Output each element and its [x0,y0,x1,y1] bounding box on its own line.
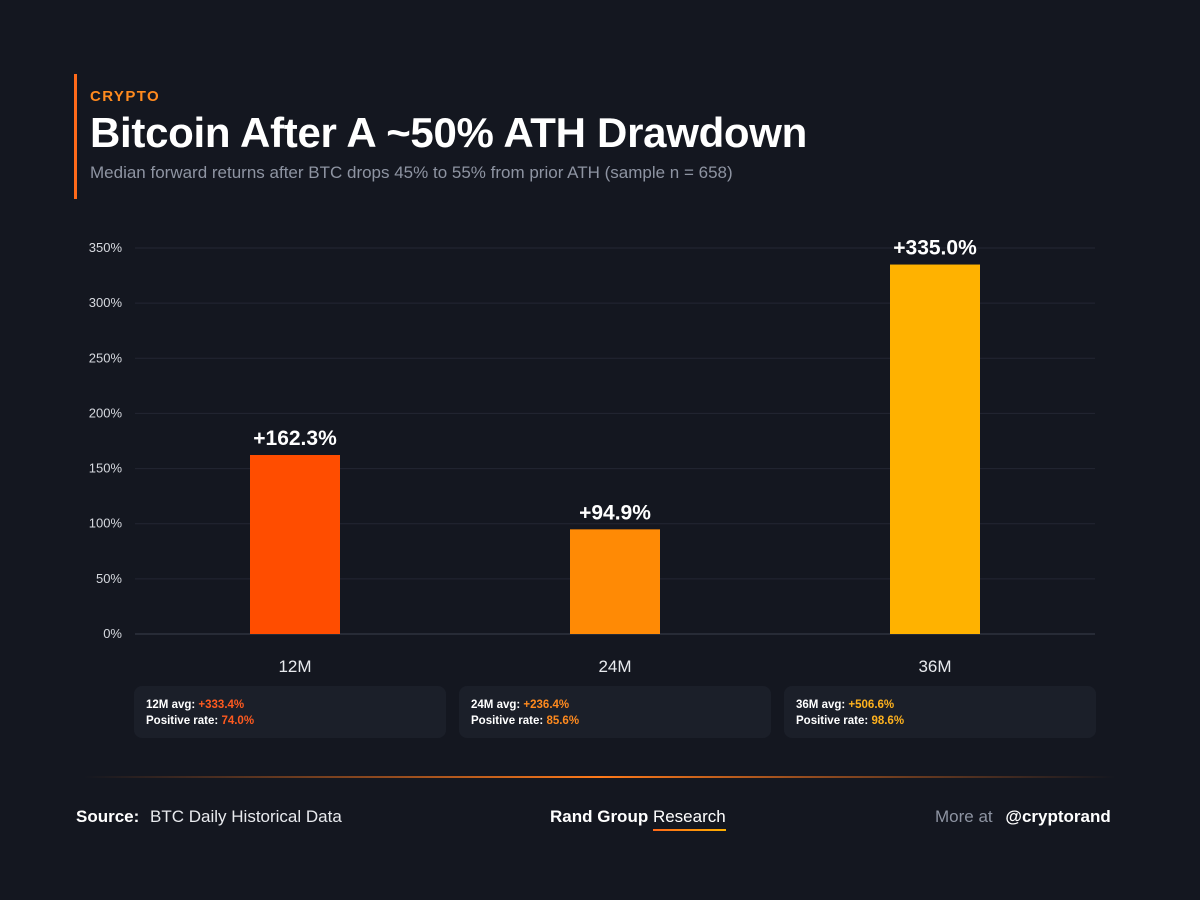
header: CRYPTO Bitcoin After A ~50% ATH Drawdown… [74,74,1074,199]
avg-row: 36M avg: +506.6% [796,697,1084,713]
x-axis-categories: 12M 24M 36M [278,657,951,676]
source-note: Source: BTC Daily Historical Data [76,806,342,828]
x-category-label: 12M [278,657,311,676]
bar-chart: 0% 50% 100% 150% 200% 250% 300% 350% +162.3% +94… [89,237,1095,676]
x-category-label: 24M [598,657,631,676]
y-tick-label: 50% [96,571,122,586]
avg-value: +333.4% [198,699,245,711]
positive-rate-row: Positive rate: 74.0% [146,713,434,729]
bar-24m [570,529,660,634]
avg-row: 24M avg: +236.4% [471,697,759,713]
bar-12m [250,455,340,634]
bar-36m [890,264,980,634]
positive-rate-label: Positive rate: [796,715,869,727]
positive-rate-row: Positive rate: 98.6% [796,713,1084,729]
avg-value: +506.6% [848,699,895,711]
positive-rate-value: 85.6% [546,715,580,727]
avg-label: 12M avg: [146,699,196,711]
chart-subtitle: Median forward returns after BTC drops 4… [90,163,733,182]
brand-logo: Rand Group Research [550,806,726,828]
data-label-12m: +162.3% [253,427,337,450]
avg-value: +236.4% [523,699,570,711]
source-key: Source: [76,807,140,826]
data-label-36m: +335.0% [893,237,977,260]
chart-title: Bitcoin After A ~50% ATH Drawdown [90,109,807,156]
brand-suffix: Research [652,807,726,826]
y-tick-label: 300% [89,295,123,310]
positive-rate-row: Positive rate: 85.6% [471,713,759,729]
brand-name: Rand Group [550,807,649,826]
more-at-label: More at [935,807,993,826]
y-tick-label: 250% [89,350,123,365]
footer-divider [84,776,1116,778]
data-label-24m: +94.9% [579,501,651,524]
avg-label: 24M avg: [471,699,521,711]
positive-rate-label: Positive rate: [146,715,219,727]
kicker-label: CRYPTO [90,88,161,105]
y-tick-label: 150% [89,461,123,476]
data-labels: +162.3% +94.9% +335.0% [253,237,977,525]
y-tick-label: 350% [89,240,123,255]
y-axis-ticks: 0% 50% 100% 150% 200% 250% 300% 350% [89,240,123,641]
source-value: BTC Daily Historical Data [150,807,342,826]
stat-box-24m: 24M avg: +236.4% Positive rate: 85.6% [459,686,771,738]
positive-rate-value: 98.6% [871,715,905,727]
y-tick-label: 200% [89,405,123,420]
more-at-note: More at @cryptorand [935,806,1111,828]
stat-box-12m: 12M avg: +333.4% Positive rate: 74.0% [134,686,446,738]
social-handle-link[interactable]: @cryptorand [1005,807,1111,826]
y-tick-label: 0% [103,626,122,641]
avg-label: 36M avg: [796,699,846,711]
positive-rate-value: 74.0% [221,715,255,727]
x-category-label: 36M [918,657,951,676]
positive-rate-label: Positive rate: [471,715,544,727]
bars [250,264,980,634]
avg-row: 12M avg: +333.4% [146,697,434,713]
y-tick-label: 100% [89,516,123,531]
stat-box-36m: 36M avg: +506.6% Positive rate: 98.6% [784,686,1096,738]
